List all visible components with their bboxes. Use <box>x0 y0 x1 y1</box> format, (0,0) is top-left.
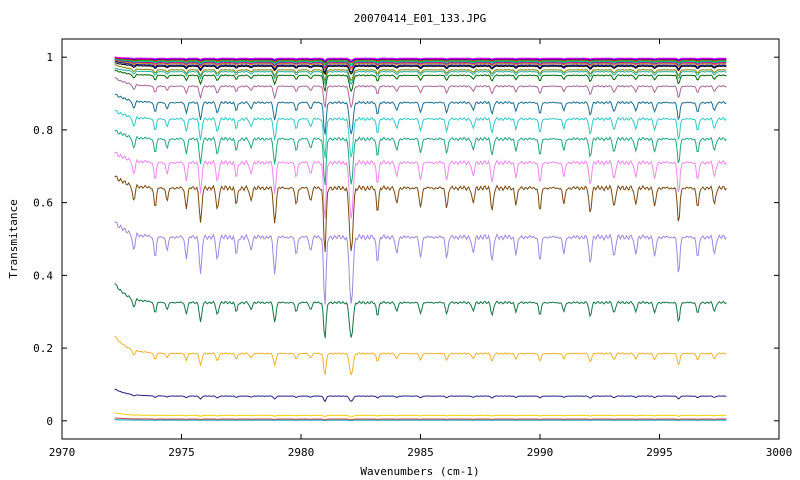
series-line <box>114 151 727 220</box>
series-line <box>114 58 727 67</box>
series-line <box>114 59 727 69</box>
series-line <box>114 62 727 76</box>
y-tick-label: 0.4 <box>33 269 53 282</box>
x-tick-label: 2975 <box>168 446 195 459</box>
y-tick-label: 0.2 <box>33 342 53 355</box>
series-line <box>114 69 727 93</box>
series-line <box>114 419 727 421</box>
x-tick-label: 2980 <box>288 446 315 459</box>
y-tick-label: 0.6 <box>33 197 53 210</box>
series-line <box>114 221 727 305</box>
series-line <box>114 64 727 83</box>
series-line <box>114 109 727 159</box>
x-tick-label: 2970 <box>49 446 76 459</box>
series-line <box>114 57 727 66</box>
series-line <box>114 56 727 63</box>
y-tick-label: 1 <box>46 51 53 64</box>
series-line <box>114 129 727 186</box>
y-axis: 0 0.2 0.4 0.6 0.8 1 <box>33 51 779 428</box>
x-tick-label: 2985 <box>407 446 434 459</box>
series-line <box>114 57 727 64</box>
series-line <box>114 335 727 377</box>
series-line <box>114 93 727 135</box>
series-line <box>114 388 727 403</box>
series-line <box>114 283 727 339</box>
x-axis-label: Wavenumbers (cm-1) <box>360 465 479 478</box>
series-layer <box>114 56 727 421</box>
series-line <box>114 175 727 253</box>
x-tick-label: 2990 <box>527 446 554 459</box>
series-line <box>114 60 727 74</box>
y-axis-label: Transmitance <box>7 199 20 278</box>
series-line <box>114 77 727 109</box>
y-tick-label: 0 <box>46 415 53 428</box>
x-tick-label: 3000 <box>766 446 793 459</box>
x-tick-label: 2995 <box>646 446 673 459</box>
chart-title: 20070414_E01_133.JPG <box>354 12 486 25</box>
series-line <box>114 59 727 71</box>
x-axis: 2970 2975 2980 2985 2990 2995 3000 <box>49 39 793 459</box>
series-line <box>114 67 727 86</box>
series-line <box>114 412 727 418</box>
series-line <box>114 417 727 421</box>
y-tick-label: 0.8 <box>33 124 53 137</box>
series-line <box>114 56 727 61</box>
